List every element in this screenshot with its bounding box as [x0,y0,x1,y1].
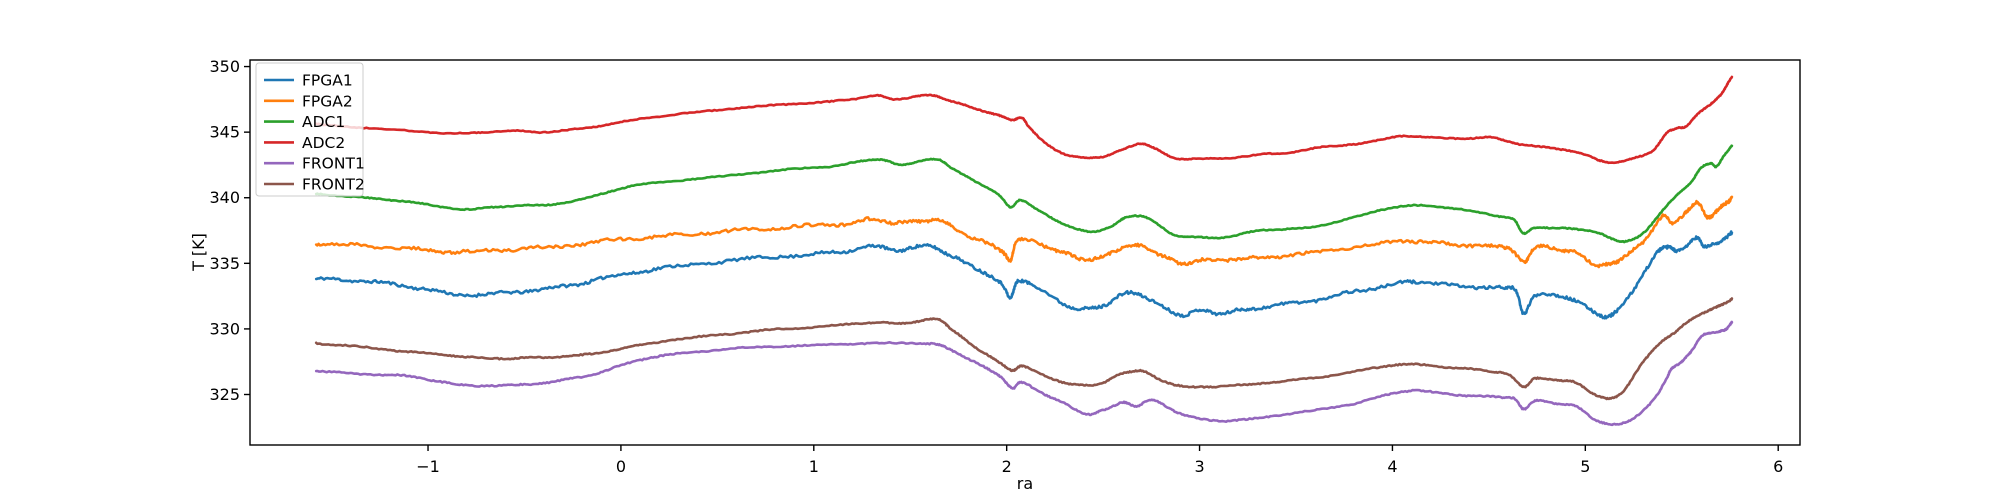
x-tick-label: 1 [809,457,819,476]
series-line-fpga2 [314,195,1734,269]
legend-label-adc1: ADC1 [302,113,345,131]
series-line-front2 [314,297,1734,401]
y-tick-label: 325 [209,385,240,404]
legend-label-front1: FRONT1 [302,155,365,173]
x-tick-label: −1 [416,457,440,476]
series-line-front1 [314,320,1734,427]
y-tick-label: 345 [209,123,240,142]
x-axis-label: ra [1017,474,1033,493]
legend-label-fpga1: FPGA1 [302,72,353,90]
legend-label-fpga2: FPGA2 [302,92,353,110]
legend-label-adc2: ADC2 [302,134,345,152]
series-line-adc1 [314,144,1734,244]
series-line-fpga1 [314,230,1734,320]
x-tick-label: 5 [1580,457,1590,476]
x-tick-label: 6 [1773,457,1783,476]
y-tick-label: 335 [209,254,240,273]
series-line-adc2 [314,75,1734,165]
legend: FPGA1 FPGA2 ADC1 ADC2 FRONT1 FRONT2 [255,62,365,197]
x-tick-label: 0 [616,457,626,476]
x-tick-label: 4 [1387,457,1397,476]
y-tick-label: 350 [209,57,240,76]
legend-label-front2: FRONT2 [302,176,365,194]
x-tick-label: 2 [1002,457,1012,476]
plot-border [249,59,1801,446]
y-axis-label: T [K] [189,233,208,272]
x-tick-label: 3 [1194,457,1204,476]
plot-area: −1 0 1 2 3 4 5 6325330335340345350FPGA1FPGA2ADC… [209,57,1801,476]
y-tick-label: 330 [209,319,240,338]
series-lines [314,75,1734,427]
y-tick-label: 340 [209,188,240,207]
